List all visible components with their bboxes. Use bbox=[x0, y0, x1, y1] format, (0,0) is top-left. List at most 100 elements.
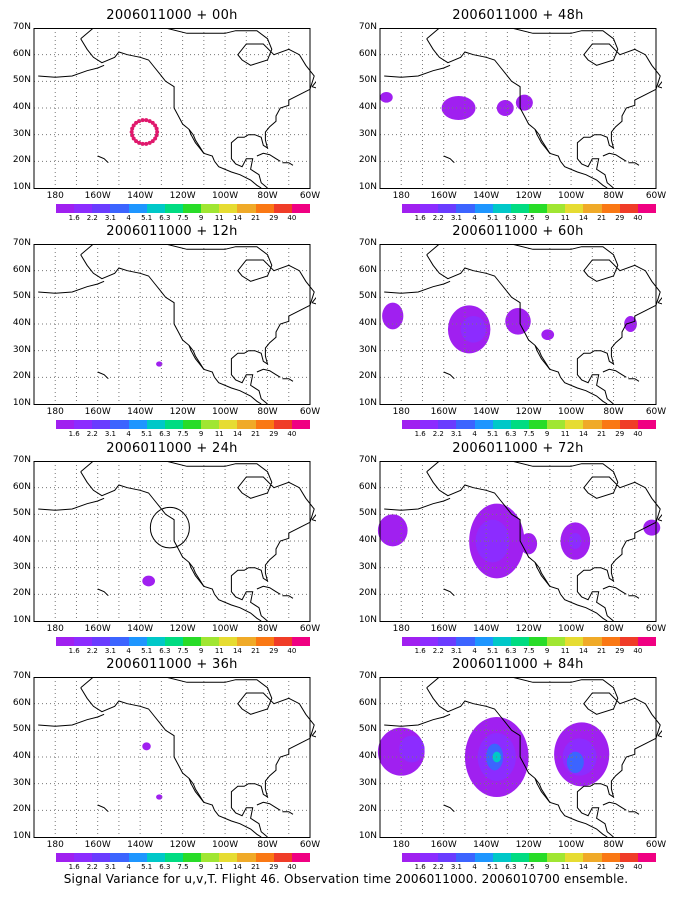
lon-label: 140W bbox=[473, 191, 500, 201]
colorbar-label: 5.1 bbox=[141, 647, 153, 655]
colorbar-swatch bbox=[474, 204, 493, 213]
lat-label: 10N bbox=[358, 398, 377, 408]
colorbar-swatch bbox=[402, 204, 421, 213]
lon-label: 100W bbox=[212, 840, 239, 850]
colorbar-label: 6.3 bbox=[159, 430, 171, 438]
coastline bbox=[97, 588, 109, 597]
colorbar-swatch bbox=[110, 204, 129, 213]
colorbar-swatch bbox=[438, 420, 457, 429]
coastline bbox=[80, 687, 262, 838]
lat-label: 30N bbox=[12, 344, 31, 355]
lon-label: 80W bbox=[257, 407, 278, 417]
colorbar-label: 2.2 bbox=[86, 430, 98, 438]
colorbar-swatch bbox=[474, 420, 493, 429]
coastline bbox=[534, 778, 551, 803]
coastline bbox=[384, 64, 451, 78]
colorbar-swatch bbox=[110, 420, 129, 429]
colorbar-label: 3.1 bbox=[450, 430, 462, 438]
variance-dot bbox=[134, 120, 139, 125]
lat-label: 50N bbox=[358, 291, 377, 302]
colorbar-label: 29 bbox=[269, 647, 279, 655]
colorbar-swatch bbox=[528, 420, 548, 429]
colorbar-swatch bbox=[510, 420, 529, 429]
lon-label: 160W bbox=[430, 407, 457, 417]
colorbar-label: 2.2 bbox=[432, 430, 444, 438]
colorbar-swatch bbox=[255, 637, 274, 646]
variance-contour bbox=[377, 514, 408, 547]
colorbar-swatch bbox=[56, 204, 75, 213]
variance-dot bbox=[153, 123, 158, 128]
lat-label: 50N bbox=[12, 75, 31, 86]
lat-label: 60N bbox=[12, 48, 31, 59]
variance-contour bbox=[399, 735, 425, 763]
lat-label: 30N bbox=[12, 561, 31, 572]
colorbar-label: 7.5 bbox=[523, 863, 535, 871]
colorbar-swatch bbox=[565, 637, 584, 646]
lat-label: 10N bbox=[358, 831, 377, 841]
colorbar-swatch bbox=[291, 853, 310, 862]
lon-label: 140W bbox=[127, 840, 154, 850]
colorbar-swatch bbox=[438, 637, 457, 646]
colorbar-swatch bbox=[92, 637, 111, 646]
colorbar-label: 3.1 bbox=[104, 647, 116, 655]
colorbar-swatch bbox=[128, 637, 147, 646]
colorbar-swatch bbox=[474, 637, 493, 646]
colorbar-swatch bbox=[255, 204, 274, 213]
colorbar-label: 2.2 bbox=[432, 863, 444, 871]
colorbar-swatch bbox=[74, 420, 93, 429]
colorbar-label: 14 bbox=[578, 647, 588, 655]
variance-contour bbox=[156, 794, 163, 800]
colorbar-label: 5.1 bbox=[141, 430, 153, 438]
colorbar-label: 1.6 bbox=[414, 430, 426, 438]
colorbar-label: 1.6 bbox=[68, 214, 80, 222]
lat-label: 20N bbox=[358, 588, 377, 599]
colorbar-swatch bbox=[637, 853, 656, 862]
colorbar-swatch bbox=[164, 853, 183, 862]
colorbar-swatch bbox=[601, 637, 620, 646]
colorbar-swatch bbox=[146, 204, 165, 213]
variance-dot bbox=[150, 139, 155, 144]
colorbar-swatch bbox=[420, 637, 439, 646]
coastline bbox=[628, 162, 640, 166]
colorbar-swatch bbox=[273, 637, 292, 646]
coastline bbox=[80, 677, 315, 838]
colorbar-swatch bbox=[528, 637, 548, 646]
lon-label: 120W bbox=[515, 407, 542, 417]
colorbar-swatch bbox=[219, 637, 238, 646]
lon-label: 120W bbox=[169, 624, 196, 634]
colorbar-swatch bbox=[583, 637, 602, 646]
colorbar-swatch bbox=[182, 204, 202, 213]
colorbar-swatch bbox=[510, 204, 529, 213]
colorbar-swatch bbox=[92, 204, 111, 213]
lon-label: 140W bbox=[127, 191, 154, 201]
lat-label: 10N bbox=[12, 831, 31, 841]
colorbar-label: 14 bbox=[578, 430, 588, 438]
lon-label: 100W bbox=[212, 407, 239, 417]
lon-label: 120W bbox=[169, 840, 196, 850]
colorbar-label: 29 bbox=[615, 430, 625, 438]
colorbar-label: 4 bbox=[472, 863, 477, 871]
lon-label: 180 bbox=[46, 407, 64, 417]
variance-contour bbox=[541, 329, 555, 340]
colorbar-swatch bbox=[583, 204, 602, 213]
coastline bbox=[97, 371, 109, 380]
lon-label: 60W bbox=[299, 840, 321, 850]
colorbar-label: 5.1 bbox=[487, 214, 499, 222]
colorbar-label: 6.3 bbox=[505, 863, 517, 871]
lat-label: 50N bbox=[358, 75, 377, 86]
lon-label: 180 bbox=[46, 624, 64, 634]
colorbar-label: 40 bbox=[287, 430, 297, 438]
colorbar-swatch bbox=[402, 637, 421, 646]
colorbar-label: 3.1 bbox=[450, 647, 462, 655]
lat-label: 20N bbox=[358, 155, 377, 166]
colorbar-label: 2.2 bbox=[86, 863, 98, 871]
colorbar-label: 2.2 bbox=[432, 214, 444, 222]
colorbar-label: 40 bbox=[633, 647, 643, 655]
colorbar-swatch bbox=[583, 853, 602, 862]
coastline bbox=[384, 713, 451, 727]
colorbar-swatch bbox=[182, 853, 202, 862]
variance-dot bbox=[154, 133, 159, 138]
colorbar-swatch bbox=[601, 853, 620, 862]
colorbar-swatch bbox=[420, 420, 439, 429]
colorbar-swatch bbox=[291, 420, 310, 429]
